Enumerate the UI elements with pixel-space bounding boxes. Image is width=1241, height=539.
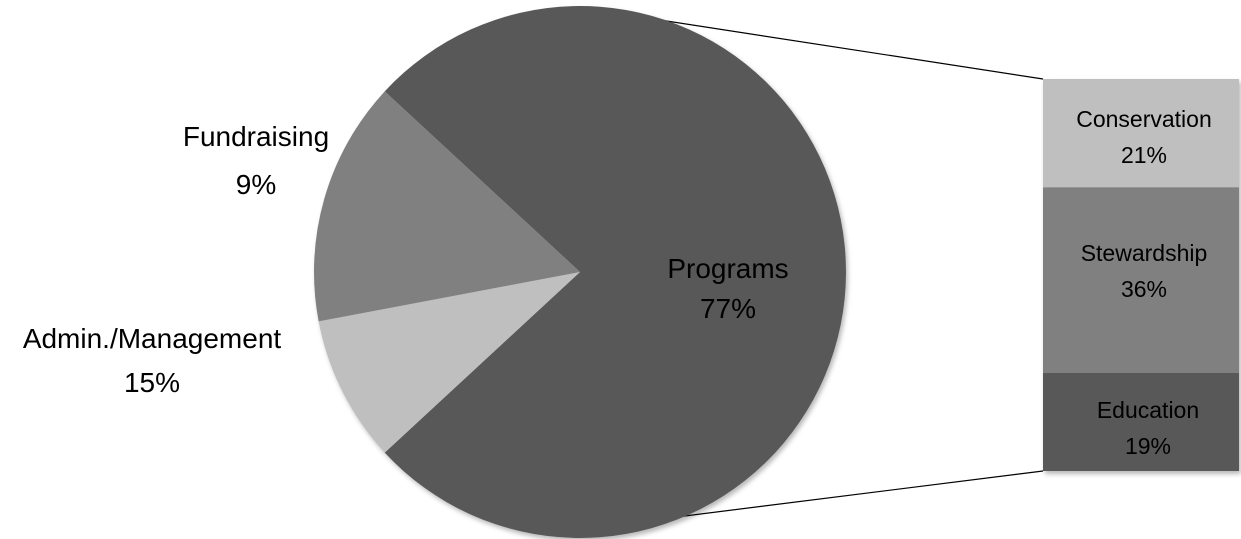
bar-segment-education	[1043, 373, 1239, 471]
pie	[313, 6, 846, 539]
pie-slice-programs	[384, 6, 846, 539]
pie-slice-admin-management	[313, 91, 580, 322]
label-stewardship: Stewardship	[1081, 240, 1208, 266]
value-fundraising: 9%	[236, 169, 276, 200]
label-programs: Programs	[667, 253, 788, 284]
value-admin-management: 15%	[124, 367, 180, 398]
pie-slice-fundraising	[318, 272, 580, 453]
breakdown-bar	[1043, 79, 1239, 471]
connector-line-top	[620, 13, 1044, 80]
value-conservation: 21%	[1121, 142, 1167, 168]
bar-segment-conservation	[1043, 79, 1239, 188]
value-programs: 77%	[700, 293, 756, 324]
label-admin-management: Admin./Management	[23, 323, 282, 354]
value-stewardship: 36%	[1121, 276, 1167, 302]
bar-segment-stewardship	[1043, 187, 1239, 373]
label-education: Education	[1097, 397, 1199, 423]
label-conservation: Conservation	[1076, 106, 1212, 132]
value-education: 19%	[1125, 433, 1171, 459]
label-fundraising: Fundraising	[183, 121, 329, 152]
